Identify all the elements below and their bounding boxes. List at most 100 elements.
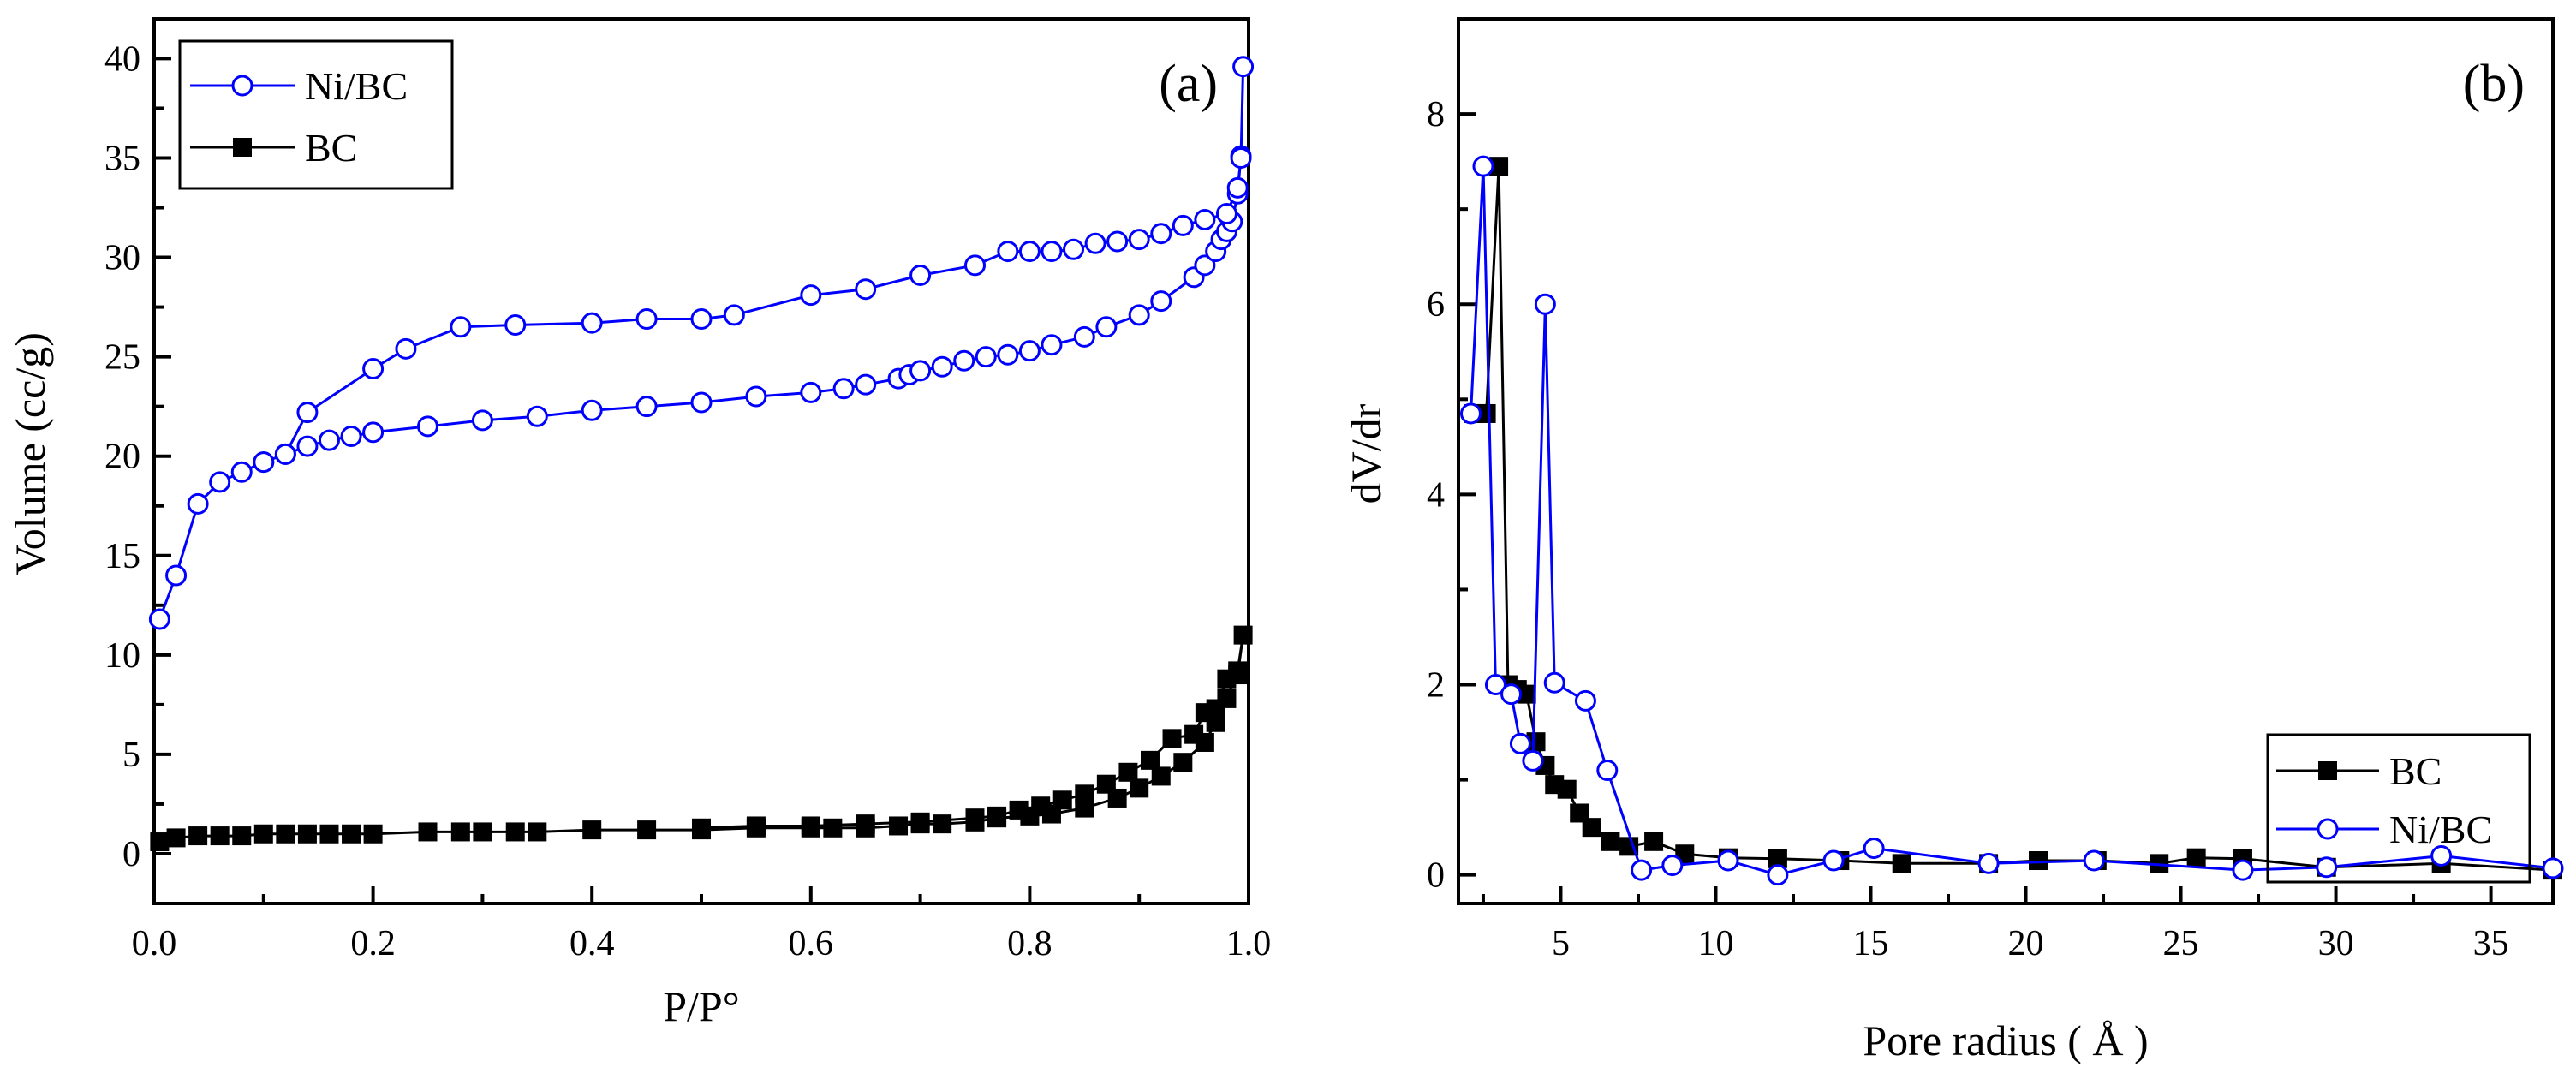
chart-b-series-line-ni-bc <box>1470 164 2554 877</box>
chart-a-y-tick-label: 10 <box>104 636 140 676</box>
chart-a-point-ni-bc <box>165 564 188 587</box>
chart-a-point-ni-bc <box>1215 202 1237 224</box>
chart-b-point-bc <box>1768 849 1787 868</box>
chart-a-point-ni-bc <box>1128 229 1150 251</box>
chart-a-point-bc <box>1162 729 1182 748</box>
chart-a-y-tick-label: 5 <box>122 736 140 775</box>
chart-a-point-ni-bc <box>1194 208 1216 230</box>
chart-b-point-ni-bc <box>1977 852 2000 874</box>
chart-a-point-bc <box>1233 625 1253 645</box>
chart-a-x-tick-label: 0.2 <box>350 924 396 963</box>
chart-a-point-bc <box>823 818 843 838</box>
chart-a-legend-label-bc: BC <box>305 126 357 170</box>
chart-a-point-ni-bc <box>1073 325 1095 348</box>
chart-a-legend-box <box>178 39 454 190</box>
chart-a-point-bc <box>801 816 820 836</box>
chart-a-point-ni-bc <box>450 316 472 338</box>
chart-b-point-bc <box>1517 684 1536 704</box>
chart-a-point-bc <box>450 822 470 842</box>
chart-a-point-ni-bc <box>318 429 340 451</box>
chart-b-point-bc <box>1644 832 1664 851</box>
chart-a-panel-label: (a) <box>1159 55 1218 113</box>
chart-a-point-ni-bc <box>953 349 975 372</box>
chart-b-legend: BC Ni/BC <box>2266 733 2531 884</box>
chart-a-point-ni-bc <box>1226 176 1249 199</box>
chart-b-y-tick-label: 6 <box>1427 285 1445 325</box>
chart-b-y-tick-label: 8 <box>1427 95 1445 134</box>
chart-a-point-bc <box>1195 703 1214 723</box>
chart-a-point-ni-bc <box>417 415 438 438</box>
chart-b-legend-marker-bc <box>2318 761 2337 780</box>
chart-a-point-ni-bc <box>1041 241 1063 263</box>
chart-a-point-ni-bc <box>581 399 603 421</box>
chart-b-panel-label: (b) <box>2463 55 2525 113</box>
chart-b-series <box>1459 155 2564 886</box>
chart-a-legend: Ni/BC BC <box>178 39 454 190</box>
chart-b-y-axis-label: dV/dr <box>1342 403 1390 504</box>
chart-b-point-ni-bc <box>1631 859 1653 881</box>
chart-a-legend-label-ni-bc: Ni/BC <box>305 64 408 108</box>
chart-a-point-bc <box>933 814 952 834</box>
chart-a-point-bc <box>528 822 547 842</box>
chart-a-point-ni-bc <box>1172 214 1194 236</box>
chart-a-point-bc <box>746 816 766 836</box>
chart-a-point-ni-bc <box>581 312 603 334</box>
chart-a-y-tick-label: 25 <box>104 338 140 378</box>
chart-b-frame <box>1457 17 2555 905</box>
chart-a-point-bc <box>232 826 252 846</box>
chart-b-y-tick-label: 2 <box>1427 666 1445 706</box>
chart-b-point-ni-bc <box>2083 849 2105 872</box>
chart-a-point-ni-bc <box>723 304 745 326</box>
chart-a-point-bc <box>276 824 295 844</box>
chart-b-point-ni-bc <box>1767 864 1789 886</box>
chart-b-point-bc <box>2029 851 2048 871</box>
chart-a-point-bc <box>1184 724 1204 744</box>
chart-a-x-tick-label: 1.0 <box>1226 924 1272 963</box>
chart-a-x-ticks: 0.0 0.2 0.4 0.6 0.8 1.0 <box>132 886 1272 963</box>
chart-b-point-bc <box>1601 832 1620 851</box>
chart-b-x-axis-label: Pore radius ( Å ) <box>1863 1016 2148 1064</box>
chart-b-point-ni-bc <box>1596 759 1619 781</box>
chart-b-point-ni-bc <box>1500 683 1523 706</box>
chart-a-point-bc <box>188 826 208 846</box>
chart-a-point-bc <box>418 822 438 842</box>
chart-a-y-axis-label: Volume (cc/g) <box>6 332 54 575</box>
chart-a-point-bc <box>363 824 383 844</box>
chart-a-point-ni-bc <box>690 391 713 414</box>
chart-a-point-ni-bc <box>471 409 493 432</box>
chart-b-x-tick-label: 10 <box>1697 924 1733 963</box>
chart-a-point-ni-bc <box>526 405 548 427</box>
chart-b-point-ni-bc <box>2232 859 2254 881</box>
chart-a-point-ni-bc <box>690 308 713 331</box>
chart-a-point-ni-bc <box>1232 56 1255 78</box>
chart-a: 0.0 0.2 0.4 0.6 0.8 1.0 0 5 10 15 20 25 30 35 40 P/P°… <box>6 17 1272 1030</box>
chart-a-point-bc <box>889 816 909 836</box>
chart-a-point-ni-bc <box>1150 223 1172 245</box>
chart-b-point-ni-bc <box>1717 849 1739 872</box>
chart-a-point-bc <box>1096 774 1116 794</box>
chart-a-point-ni-bc <box>1018 340 1041 362</box>
chart-a-point-ni-bc <box>340 425 362 447</box>
chart-b-point-ni-bc <box>1574 689 1596 712</box>
chart-a-x-tick-label: 0.0 <box>132 924 177 963</box>
chart-a-point-bc <box>1151 766 1171 786</box>
chart-b-x-tick-label: 15 <box>1853 924 1889 963</box>
chart-a-y-tick-label: 30 <box>104 239 140 278</box>
chart-a-point-ni-bc <box>362 421 385 444</box>
chart-a-point-bc <box>1009 800 1029 820</box>
chart-a-point-ni-bc <box>855 278 877 301</box>
chart-a-point-ni-bc <box>296 435 319 457</box>
chart-a-point-bc <box>1031 796 1051 816</box>
chart-a-point-bc <box>166 828 186 848</box>
chart-a-point-ni-bc <box>1230 146 1252 169</box>
chart-a-legend-marker-ni-bc <box>231 75 253 97</box>
chart-a-point-ni-bc <box>800 284 822 307</box>
chart-a-point-bc <box>505 822 525 842</box>
chart-a-point-ni-bc <box>395 337 417 360</box>
chart-a-point-bc <box>637 820 657 840</box>
chart-b: 5 10 15 20 25 30 35 0 2 4 6 8 Pore radius ( Å ) dV… <box>1342 17 2564 1064</box>
chart-a-point-bc <box>1052 790 1072 810</box>
chart-b-point-ni-bc <box>2316 856 2338 879</box>
chart-a-x-axis-label: P/P° <box>663 982 740 1030</box>
chart-a-point-ni-bc <box>1106 230 1129 253</box>
